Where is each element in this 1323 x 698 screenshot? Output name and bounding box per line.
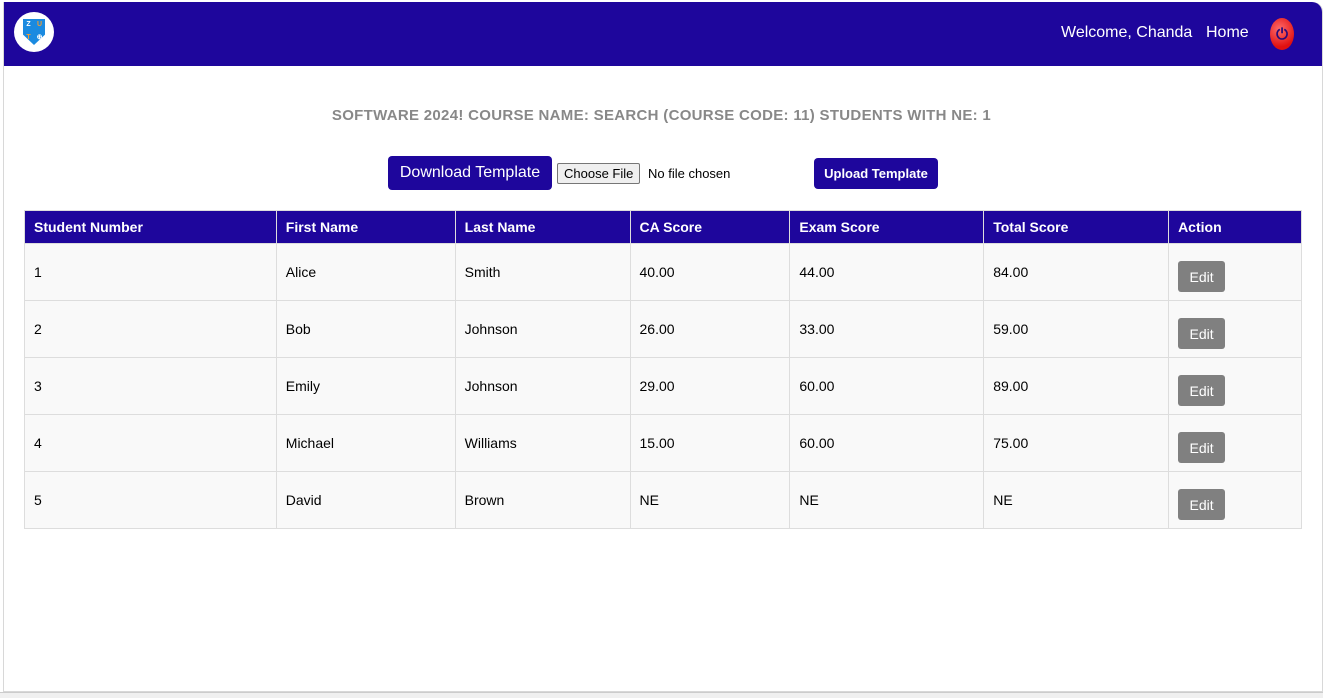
table-cell: NE <box>789 471 985 529</box>
table-cell: 26.00 <box>629 300 791 358</box>
table-cell: David <box>275 471 456 529</box>
table-cell: 60.00 <box>789 414 985 472</box>
power-icon[interactable]: ⏻ <box>1270 18 1294 50</box>
table-cell: Johnson <box>454 300 631 358</box>
action-cell: Edit <box>1168 300 1302 358</box>
file-status: No file chosen <box>648 166 731 181</box>
edit-button[interactable]: Edit <box>1178 261 1226 292</box>
column-header: Last Name <box>454 210 631 244</box>
table-cell: 40.00 <box>629 243 791 301</box>
table-cell: 5 <box>24 471 277 529</box>
table-cell: 4 <box>24 414 277 472</box>
top-nav-bar: Z U T ⊕ <box>4 2 1322 66</box>
edit-button[interactable]: Edit <box>1178 432 1226 463</box>
university-logo[interactable]: Z U T ⊕ <box>14 12 54 52</box>
welcome-text: Welcome, Chanda <box>1061 24 1193 41</box>
table-cell: NE <box>983 471 1170 529</box>
shield-icon: Z U T ⊕ <box>23 19 45 45</box>
action-cell: Edit <box>1168 414 1302 472</box>
table-row: 5 David Brown NE NE NE Edit <box>24 471 1302 529</box>
edit-button[interactable]: Edit <box>1178 489 1226 520</box>
column-header: Total Score <box>983 210 1170 244</box>
table-cell: 15.00 <box>629 414 791 472</box>
table-cell: 29.00 <box>629 357 791 415</box>
edit-button[interactable]: Edit <box>1178 318 1226 349</box>
column-header: Student Number <box>24 210 277 244</box>
table-row: 3 Emily Johnson 29.00 60.00 89.00 Edit <box>24 357 1302 415</box>
table-cell: 89.00 <box>983 357 1170 415</box>
column-header: Exam Score <box>789 210 985 244</box>
table-cell: 2 <box>24 300 277 358</box>
action-cell: Edit <box>1168 357 1302 415</box>
column-header: Action <box>1168 210 1302 244</box>
action-cell: Edit <box>1168 471 1302 529</box>
download-template-button[interactable]: Download Template <box>388 156 552 190</box>
table-cell: NE <box>629 471 791 529</box>
table-cell: 33.00 <box>789 300 985 358</box>
table-row: 1 Alice Smith 40.00 44.00 84.00 Edit <box>24 243 1302 301</box>
table-cell: Williams <box>454 414 631 472</box>
scores-table: Student Number First Name Last Name CA Scor… <box>24 210 1302 529</box>
home-link[interactable]: Home <box>1206 24 1249 41</box>
table-cell: Michael <box>275 414 456 472</box>
edit-button[interactable]: Edit <box>1178 375 1226 406</box>
table-row: 2 Bob Johnson 26.00 33.00 59.00 Edit <box>24 300 1302 358</box>
table-cell: 3 <box>24 357 277 415</box>
table-cell: Alice <box>275 243 456 301</box>
table-cell: Smith <box>454 243 631 301</box>
upload-template-button[interactable]: Upload Template <box>814 158 938 189</box>
column-header: First Name <box>275 210 456 244</box>
action-cell: Edit <box>1168 243 1302 301</box>
table-cell: Emily <box>275 357 456 415</box>
table-cell: 75.00 <box>983 414 1170 472</box>
table-cell: 84.00 <box>983 243 1170 301</box>
table-cell: Johnson <box>454 357 631 415</box>
table-cell: Bob <box>275 300 456 358</box>
table-header-row: Student Number First Name Last Name CA Scor… <box>24 210 1302 244</box>
table-cell: 44.00 <box>789 243 985 301</box>
page-title: SOFTWARE 2024! COURSE NAME: SEARCH (COUR… <box>331 107 992 124</box>
table-cell: 1 <box>24 243 277 301</box>
window-bottom-edge <box>0 692 1323 698</box>
table-cell: 59.00 <box>983 300 1170 358</box>
choose-file-button[interactable]: Choose File <box>557 163 641 184</box>
table-cell: 60.00 <box>789 357 985 415</box>
table-cell: Brown <box>454 471 631 529</box>
column-header: CA Score <box>629 210 791 244</box>
table-row: 4 Michael Williams 15.00 60.00 75.00 Edit <box>24 414 1302 472</box>
